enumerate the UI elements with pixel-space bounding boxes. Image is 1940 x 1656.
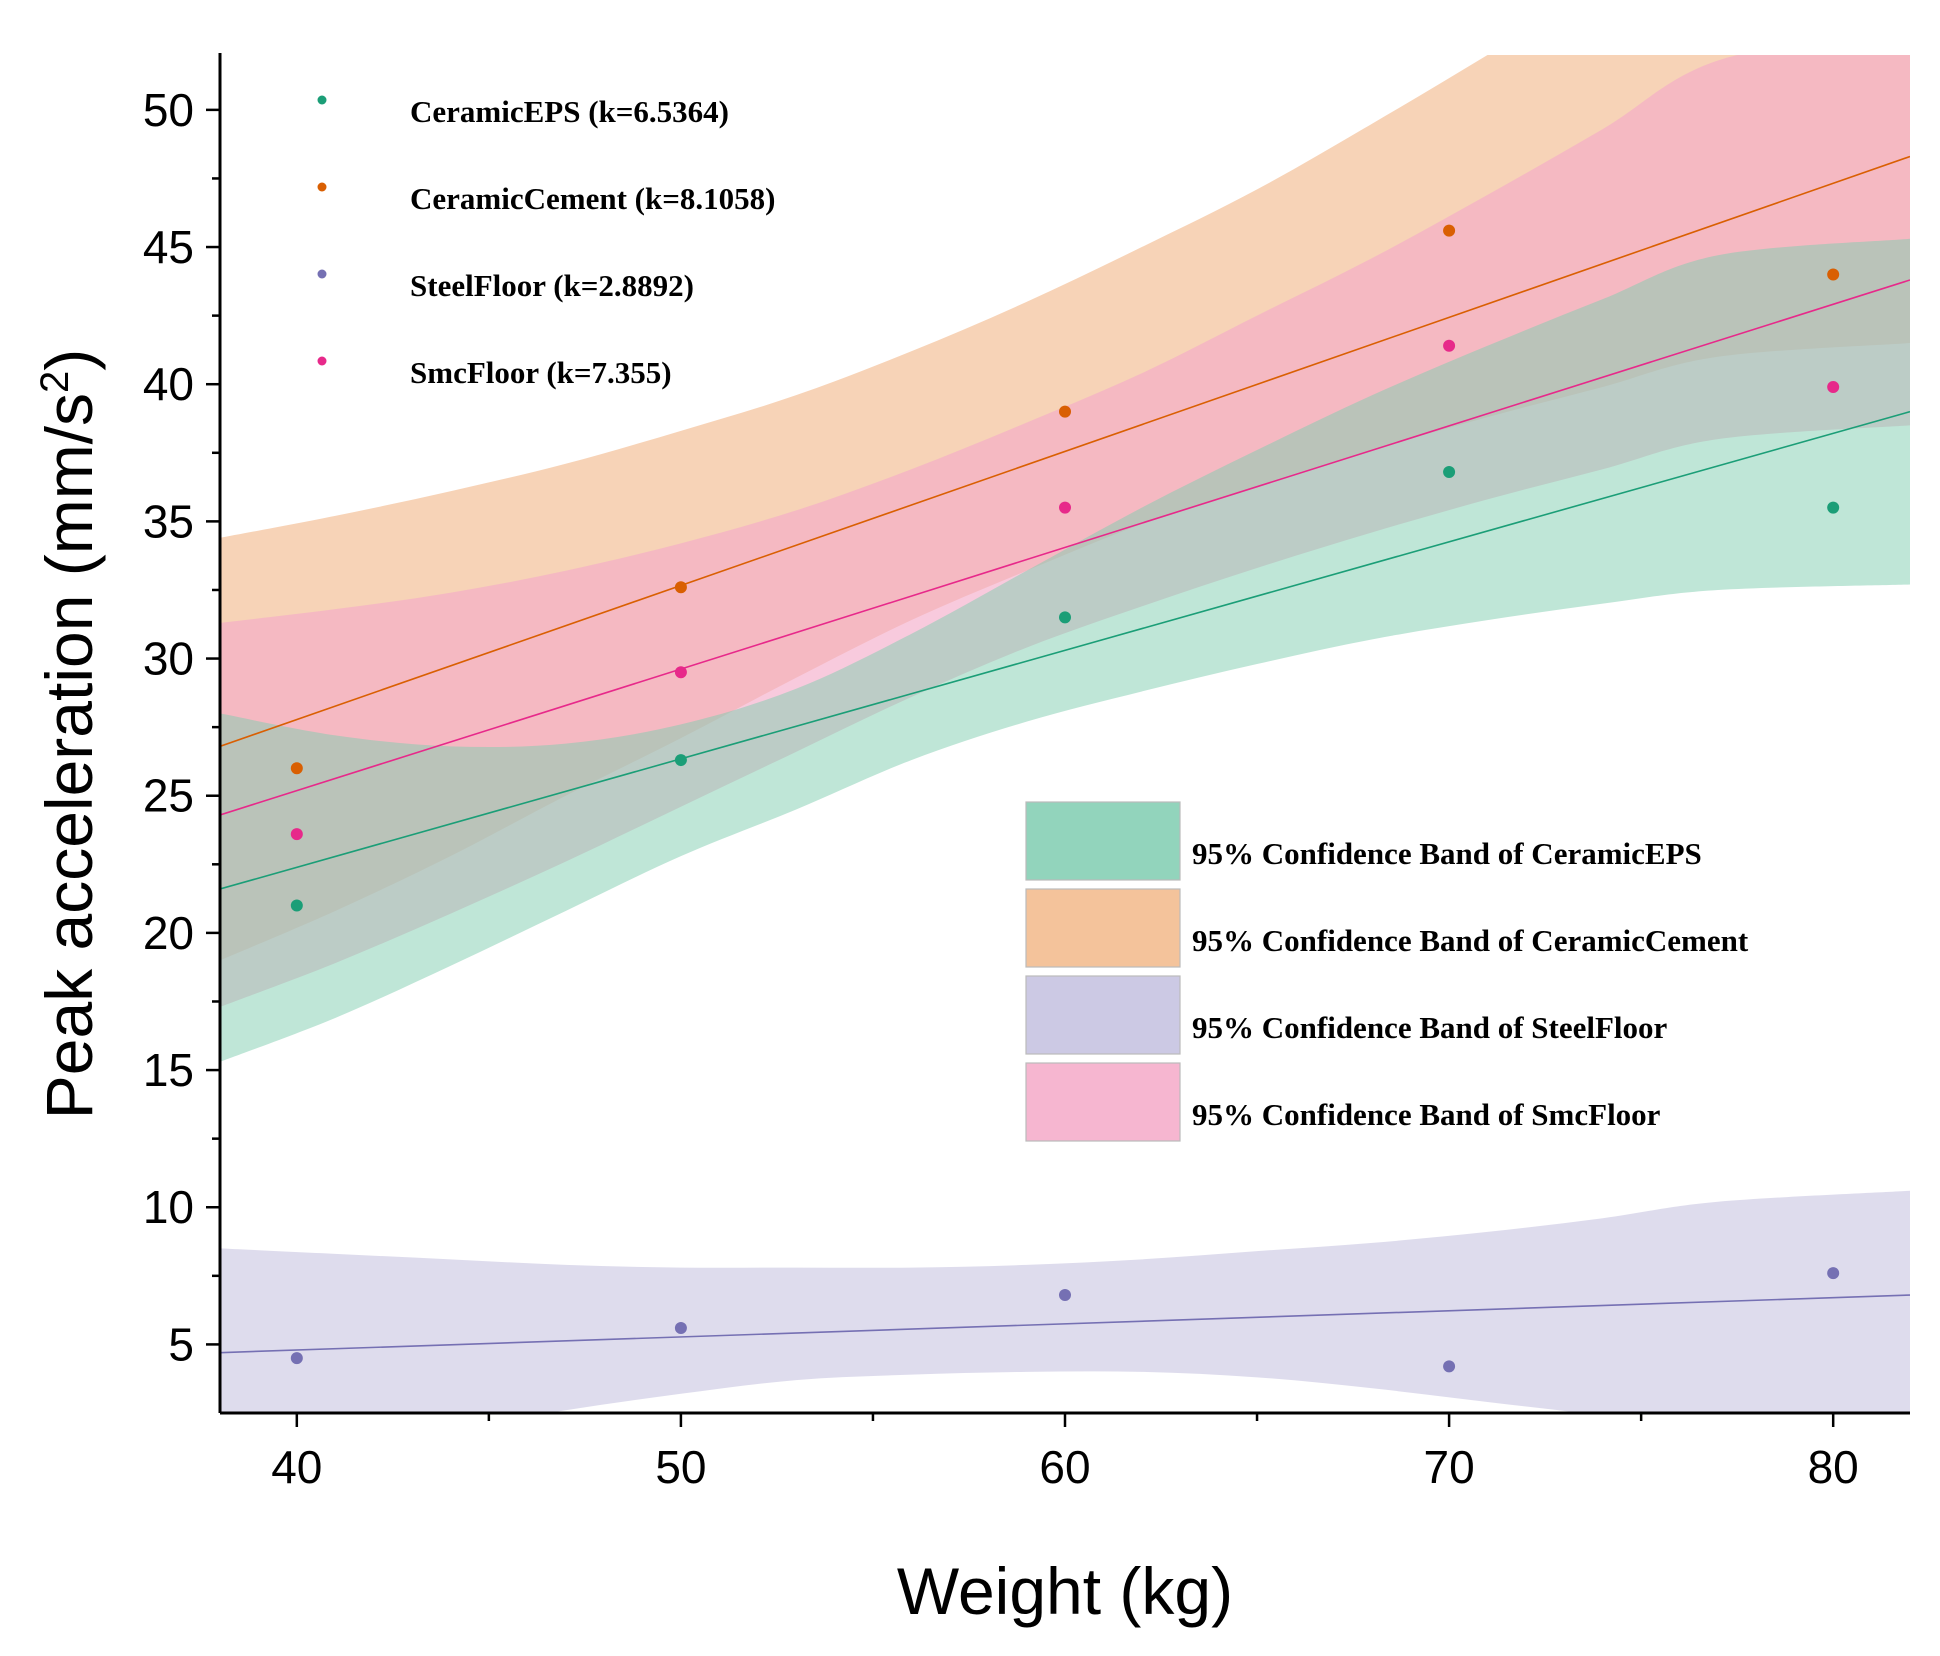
x-axis-title: Weight (kg): [897, 1554, 1233, 1628]
point-ceramiccement-60: [1059, 405, 1071, 418]
y-tick-label-45: 45: [143, 221, 194, 273]
point-steelfloor-70: [1443, 1360, 1456, 1373]
point-ceramiceps-50: [674, 754, 687, 767]
point-ceramiceps-40: [290, 899, 303, 912]
y-axis-title-close: ): [32, 349, 106, 371]
y-axis-title: Peak acceleration (mm/s2): [32, 349, 106, 1120]
point-smcfloor-40: [290, 828, 303, 841]
point-ceramiceps-60: [1059, 611, 1071, 624]
point-steelfloor-60: [1059, 1289, 1071, 1302]
legend-label-smcfloor: SmcFloor (k=7.355): [410, 355, 672, 390]
y-tick-label-35: 35: [143, 495, 194, 547]
band-legend-label-smcfloor: 95% Confidence Band of SmcFloor: [1192, 1097, 1661, 1132]
legend-marker-steelfloor: [317, 269, 327, 279]
point-ceramiceps-70: [1443, 466, 1456, 479]
legend-marker-smcfloor: [317, 356, 327, 366]
x-tick-label-80: 80: [1808, 1441, 1859, 1493]
point-ceramiccement-70: [1443, 224, 1456, 237]
x-tick-label-60: 60: [1039, 1441, 1090, 1493]
tick-labels: 5 10 15 20 25 30 35 40 45 50 40 50 60 70 80: [143, 84, 1859, 1493]
data-points: [290, 224, 1840, 1373]
y-tick-label-5: 5: [168, 1318, 194, 1370]
x-tick-label-40: 40: [271, 1441, 322, 1493]
legend-label-steelfloor: SteelFloor (k=2.8892): [410, 268, 694, 303]
y-tick-label-20: 20: [143, 907, 194, 959]
band-legend-swatch-ceramiccement: [1025, 888, 1181, 968]
legend-label-ceramiccement: CeramicCement (k=8.1058): [410, 181, 775, 216]
y-tick-label-40: 40: [143, 358, 194, 410]
x-tick-label-50: 50: [655, 1441, 706, 1493]
confidence-bands: [220, 55, 1910, 1413]
point-ceramiceps-80: [1827, 501, 1840, 514]
fit-line-steelfloor: [220, 1294, 1910, 1354]
point-ceramiccement-40: [290, 762, 303, 775]
band-legend-swatch-smcfloor: [1025, 1062, 1181, 1142]
fit-line-ceramiceps: [220, 410, 1910, 890]
legend-marker-ceramiccement: [317, 182, 327, 192]
point-smcfloor-60: [1059, 501, 1071, 514]
band-legend-swatch-ceramiceps: [1025, 801, 1181, 881]
point-ceramiccement-50: [674, 581, 687, 594]
fit-line-smcfloor: [220, 279, 1910, 816]
point-ceramiccement-80: [1827, 268, 1840, 281]
x-tick-label-70: 70: [1424, 1441, 1475, 1493]
band-legend-label-ceramiccement: 95% Confidence Band of CeramicCement: [1192, 923, 1749, 958]
axes: [206, 53, 1910, 1427]
fit-line-ceramiccement: [220, 155, 1910, 748]
band-legend-label-steelfloor: 95% Confidence Band of SteelFloor: [1192, 1010, 1668, 1045]
point-smcfloor-70: [1443, 339, 1456, 352]
y-axis-title-sup: 2: [33, 371, 77, 393]
band-legend: 95% Confidence Band of CeramicEPS 95% Con…: [1025, 801, 1749, 1142]
point-steelfloor-50: [674, 1321, 687, 1334]
y-axis-title-main: Peak acceleration (mm/s: [32, 393, 106, 1119]
band-steelfloor: [220, 1190, 1910, 1413]
series-legend: CeramicEPS (k=6.5364) CeramicCement (k=8.…: [317, 94, 775, 390]
point-smcfloor-80: [1827, 380, 1840, 393]
band-legend-label-ceramiceps: 95% Confidence Band of CeramicEPS: [1192, 836, 1702, 871]
band-legend-swatch-steelfloor: [1025, 975, 1181, 1055]
y-tick-label-15: 15: [143, 1044, 194, 1096]
y-tick-label-30: 30: [143, 633, 194, 685]
point-steelfloor-80: [1827, 1267, 1840, 1280]
y-tick-label-10: 10: [143, 1181, 194, 1233]
fit-lines: [220, 155, 1910, 1354]
y-tick-label-50: 50: [143, 84, 194, 136]
legend-label-ceramiceps: CeramicEPS (k=6.5364): [410, 94, 729, 129]
point-smcfloor-50: [674, 666, 687, 679]
legend-marker-ceramiceps: [317, 95, 327, 105]
y-tick-label-25: 25: [143, 770, 194, 822]
point-steelfloor-40: [290, 1352, 303, 1365]
